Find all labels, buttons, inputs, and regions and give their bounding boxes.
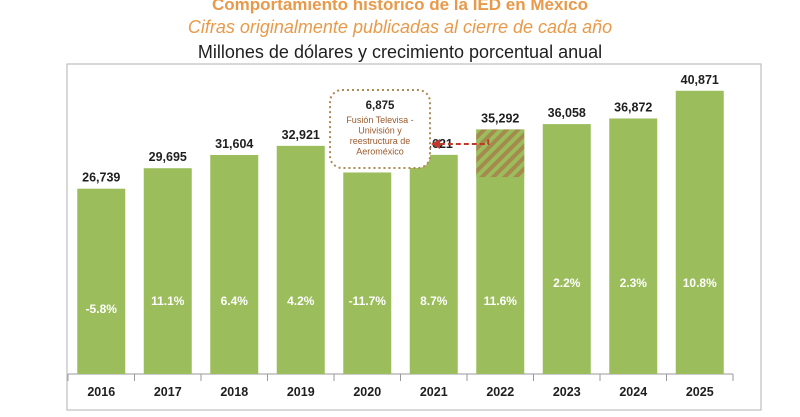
value-label-2022: 35,292 — [481, 111, 519, 125]
bar-2024 — [609, 118, 658, 374]
x-tick-label-2025: 2025 — [686, 385, 714, 399]
value-label-2018: 31,604 — [215, 137, 253, 151]
x-tick-label-2020: 2020 — [353, 385, 381, 399]
x-tick-label-2023: 2023 — [553, 385, 581, 399]
value-label-2019: 32,921 — [282, 128, 320, 142]
growth-label-2021: 8.7% — [420, 294, 448, 308]
x-tick-label-2019: 2019 — [287, 385, 315, 399]
bar-2016 — [77, 188, 126, 374]
growth-label-2018: 6.4% — [221, 294, 249, 308]
value-label-2024: 36,872 — [614, 100, 652, 114]
annotation-text-line: reestructura de — [350, 136, 411, 146]
x-tick-label-2016: 2016 — [87, 385, 115, 399]
bar-2023 — [542, 124, 591, 374]
annotation-text-line: Fusión Televisa - — [346, 115, 413, 125]
annotation-box — [329, 89, 431, 169]
growth-label-2022: 11.6% — [484, 294, 518, 308]
x-tick-label-2017: 2017 — [154, 385, 182, 399]
bar-segment-hatched — [476, 129, 525, 178]
chart-frame — [66, 63, 762, 411]
growth-label-2023: 2.2% — [553, 276, 581, 290]
x-tick-label-2022: 2022 — [486, 385, 514, 399]
value-label-2016: 26,739 — [82, 171, 120, 185]
x-tick-label-2021: 2021 — [420, 385, 448, 399]
value-label-2025: 40,871 — [681, 73, 719, 87]
chart-units: Millones de dólares y crecimiento porcen… — [197, 42, 603, 62]
bar-2020 — [343, 172, 392, 374]
bar-2017 — [143, 168, 192, 374]
bar-2025 — [675, 90, 724, 374]
annotation-arrow-head — [431, 139, 440, 149]
annotation-arrow — [438, 139, 490, 145]
annotation-text-line: Univisión y — [358, 126, 402, 136]
growth-label-2016: -5.8% — [86, 302, 118, 316]
growth-label-2017: 11.1% — [151, 294, 185, 308]
value-label-2017: 29,695 — [149, 150, 187, 164]
x-tick-label-2024: 2024 — [619, 385, 647, 399]
chart-subtitle: Cifras originalmente publicadas al cierr… — [187, 17, 613, 37]
value-label-2023: 36,058 — [548, 106, 586, 120]
bar-2021 — [409, 154, 458, 374]
x-tick-label-2018: 2018 — [220, 385, 248, 399]
chart-title: Comportamiento histórico de la IED en Mé… — [212, 0, 588, 14]
bar-2019 — [276, 145, 325, 374]
growth-label-2020: -11.7% — [349, 294, 387, 308]
annotation-text-line: Aeroméxico — [356, 147, 404, 157]
annotation-value: 6,875 — [366, 100, 395, 112]
growth-label-2024: 2.3% — [620, 276, 648, 290]
growth-label-2025: 10.8% — [683, 276, 717, 290]
growth-label-2019: 4.2% — [287, 294, 315, 308]
bar-2018 — [210, 154, 259, 374]
